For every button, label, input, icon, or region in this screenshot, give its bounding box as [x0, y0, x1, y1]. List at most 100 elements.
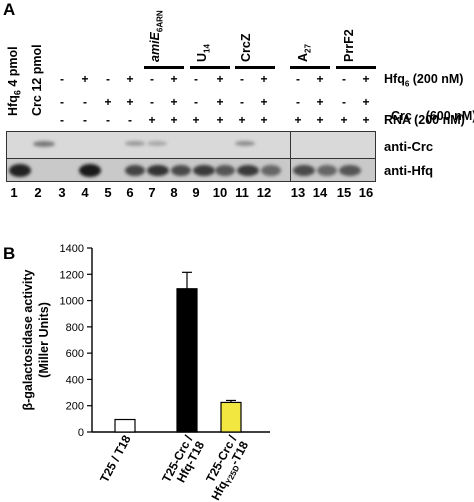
minus-sign: - — [150, 72, 154, 86]
rna-group-crcz: CrcZ — [239, 33, 253, 62]
lane-number: 8 — [170, 185, 178, 200]
plus-sign: + — [170, 95, 178, 109]
rna-group-bar-crcz — [235, 66, 275, 69]
minus-sign: - — [60, 113, 64, 127]
crc-band — [125, 141, 145, 146]
hfq-band — [293, 165, 315, 176]
plus-sign: + — [340, 113, 348, 127]
hfq-band — [339, 165, 361, 176]
lane-number: 3 — [58, 185, 66, 200]
plus-sign: + — [126, 95, 134, 109]
blot-splice-line — [290, 132, 291, 158]
y-tick-label: 400 — [66, 374, 84, 386]
y-axis-label-units: (Miller Units) — [37, 302, 51, 378]
lane-number: 9 — [192, 185, 200, 200]
hfq-band — [171, 165, 191, 176]
rna-group-bar-amie — [144, 66, 184, 69]
category-label: T25-Crc /Hfq-T18 — [159, 432, 207, 485]
minus-sign: - — [106, 113, 110, 127]
hfq-band — [317, 165, 337, 176]
bar — [114, 418, 136, 433]
bar — [220, 401, 242, 433]
plus-sign: + — [126, 72, 134, 86]
lane-number: 2 — [34, 185, 42, 200]
plus-sign: + — [260, 95, 268, 109]
blot-splice-line — [290, 159, 291, 181]
plus-sign: + — [260, 72, 268, 86]
lane-number: 16 — [358, 185, 374, 200]
panel-a-letter: A — [3, 0, 16, 19]
crc-band — [235, 141, 255, 146]
lane-number: 12 — [256, 185, 272, 200]
minus-sign: - — [296, 95, 300, 109]
minus-sign: - — [342, 95, 346, 109]
minus-sign: - — [83, 113, 87, 127]
rna-group-u14: U14 — [195, 44, 212, 62]
lane-number: 10 — [212, 185, 228, 200]
lane-number: 4 — [81, 185, 89, 200]
y-tick-label: 1000 — [60, 296, 84, 308]
rna-group-bar-a27 — [290, 66, 330, 69]
blot-label-anti-crc: anti-Crc — [384, 139, 434, 154]
category-label-line: T25 / T18 — [97, 433, 134, 485]
minus-sign: - — [240, 95, 244, 109]
row-label-rna: RNA (200 nM) — [384, 113, 465, 127]
y-tick-label: 600 — [66, 348, 84, 360]
y-tick-label: 200 — [66, 401, 84, 413]
rna-group-prrf2: PrrF2 — [342, 29, 356, 62]
bar-chart: 0 200 400 600 800 1000 1200 1400 β-galactosidase… — [21, 243, 270, 502]
minus-sign: - — [194, 72, 198, 86]
blot-anti-hfq — [6, 158, 376, 182]
plus-sign: + — [362, 95, 370, 109]
y-axis-label: β-galactosidase activity — [21, 269, 35, 410]
lane-number: 15 — [336, 185, 352, 200]
hfq-band — [79, 164, 101, 177]
minus-sign: - — [60, 72, 64, 86]
blot-anti-crc — [6, 131, 376, 159]
category-label: T25 / T18 — [97, 433, 134, 485]
lane-number: 11 — [235, 185, 249, 200]
category-label: T25-Crc /HfqY25D-T18 — [203, 432, 251, 502]
row-label-hfq: Hfq6 (200 nM) — [384, 72, 464, 89]
bar — [176, 288, 198, 433]
y-tick-label: 1200 — [60, 269, 84, 281]
minus-sign: - — [194, 95, 198, 109]
rna-group-bar-u14 — [190, 66, 230, 69]
minus-sign: - — [150, 95, 154, 109]
plus-sign: + — [362, 72, 370, 86]
plus-sign: + — [362, 113, 370, 127]
minus-sign: - — [342, 72, 346, 86]
minus-sign: - — [128, 113, 132, 127]
plus-sign: + — [294, 113, 302, 127]
plus-sign: + — [316, 95, 324, 109]
plus-sign: + — [316, 72, 324, 86]
minus-sign: - — [106, 72, 110, 86]
y-tick-label: 0 — [78, 427, 84, 439]
row-label-crc: Crc (600 nM) — [390, 109, 474, 123]
minus-sign: - — [83, 95, 87, 109]
standard-label-hfq: Hfq6 4 pmol — [6, 46, 23, 116]
plus-sign: + — [170, 113, 178, 127]
plus-sign: + — [81, 72, 89, 86]
y-tick-label: 1400 — [60, 243, 84, 255]
lane-number: 14 — [312, 185, 328, 200]
plus-sign: + — [316, 113, 324, 127]
plus-sign: + — [216, 95, 224, 109]
rna-group-amie: amiE6ARN — [148, 10, 165, 62]
plus-sign: + — [104, 95, 112, 109]
standard-label-crc: Crc 12 pmol — [30, 44, 44, 116]
crc-band — [147, 141, 167, 146]
minus-sign: - — [296, 72, 300, 86]
plus-sign: + — [170, 72, 178, 86]
plus-sign: + — [238, 113, 246, 127]
rna-group-bar-prrf2 — [336, 66, 376, 69]
hfq-band — [193, 165, 215, 176]
minus-sign: - — [240, 72, 244, 86]
lane-number: 1 — [10, 185, 18, 200]
plus-sign: + — [216, 72, 224, 86]
plus-sign: + — [216, 113, 224, 127]
plus-sign: + — [192, 113, 200, 127]
y-tick-label: 800 — [66, 322, 84, 334]
panel-b-letter: B — [3, 244, 16, 263]
plus-sign: + — [148, 113, 156, 127]
